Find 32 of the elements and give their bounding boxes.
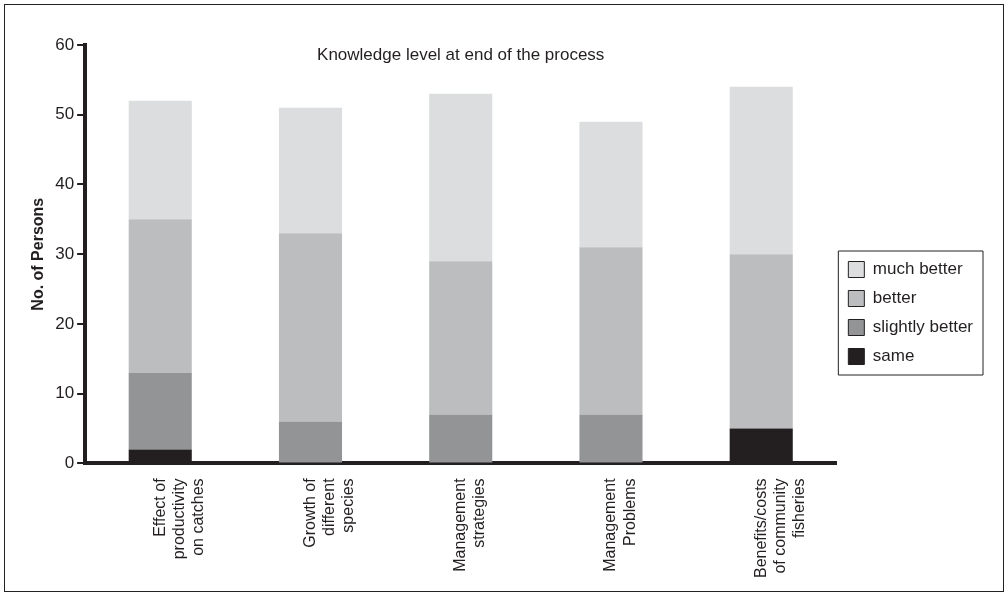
y-axis-title: No. of Persons [29,197,47,311]
x-tick-label: Growth of different species [300,477,357,548]
bar [579,414,643,463]
bar [729,86,793,255]
bar [128,100,192,220]
x-tick-label: Effect of productivity on catches [150,477,207,560]
x-tick-label: Management Problems [601,477,638,572]
bar [278,421,343,463]
legend-label: better [872,288,917,308]
bar [579,247,643,415]
bar [579,121,643,248]
y-tick-label: 20 [55,313,75,333]
bar [429,414,493,463]
y-tick-label: 0 [64,453,75,473]
y-tick-label: 60 [55,34,75,54]
bar [278,233,343,422]
legend-label: much better [872,259,963,279]
bar [278,107,343,234]
y-tick-label: 50 [55,104,75,124]
bar [429,261,493,415]
bar [128,219,192,373]
y-tick-label: 40 [55,174,75,194]
x-tick-label: Management strategies [451,477,488,572]
x-tick-label: Benefits/costs of community fisheries [751,478,808,579]
legend-label: same [872,346,915,366]
legend-label: slightly better [872,317,974,337]
chart-title: Knowledge level at end of the process [317,44,605,64]
y-tick-label: 30 [55,243,75,263]
bar [729,254,793,429]
y-tick-label: 10 [55,383,75,403]
bar [429,93,493,262]
bar [128,372,192,450]
